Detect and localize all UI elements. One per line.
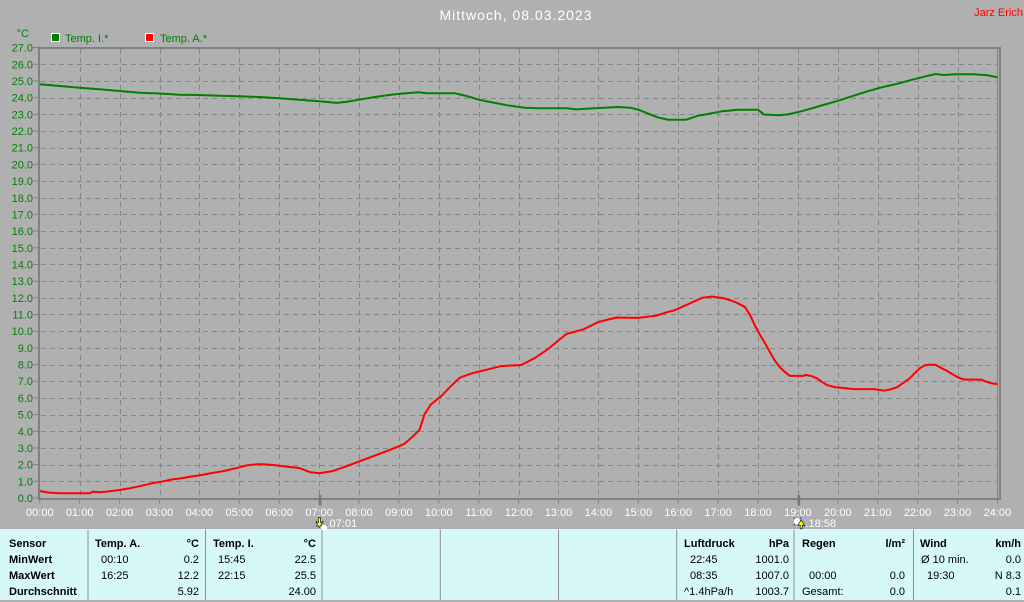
svg-text:19:30: 19:30 bbox=[927, 570, 955, 582]
svg-text:Temp. I.*: Temp. I.* bbox=[65, 33, 109, 45]
svg-text:25.5: 25.5 bbox=[295, 570, 316, 582]
svg-text:15.0: 15.0 bbox=[12, 243, 33, 255]
svg-text:01:00: 01:00 bbox=[66, 507, 94, 519]
svg-text:08:35: 08:35 bbox=[690, 570, 718, 582]
svg-text:12:00: 12:00 bbox=[505, 507, 533, 519]
svg-text:Durchschnitt: Durchschnitt bbox=[9, 586, 77, 598]
svg-text:°C: °C bbox=[17, 28, 29, 40]
svg-text:09:00: 09:00 bbox=[385, 507, 413, 519]
svg-text:4.0: 4.0 bbox=[18, 426, 33, 438]
svg-text:15:45: 15:45 bbox=[218, 554, 246, 566]
svg-text:Mittwoch, 08.03.2023: Mittwoch, 08.03.2023 bbox=[439, 7, 592, 23]
svg-text:02:00: 02:00 bbox=[106, 507, 134, 519]
svg-text:1007.0: 1007.0 bbox=[755, 570, 789, 582]
svg-text:17:00: 17:00 bbox=[704, 507, 732, 519]
svg-text:2.0: 2.0 bbox=[18, 460, 33, 472]
svg-text:00:10: 00:10 bbox=[101, 554, 129, 566]
svg-text:25.0: 25.0 bbox=[12, 76, 33, 88]
svg-text:0.0: 0.0 bbox=[18, 493, 33, 505]
svg-text:l/m²: l/m² bbox=[885, 538, 905, 550]
svg-text:24.00: 24.00 bbox=[288, 586, 316, 598]
svg-text:Luftdruck: Luftdruck bbox=[684, 538, 736, 550]
svg-text:18:00: 18:00 bbox=[744, 507, 772, 519]
svg-text:21.0: 21.0 bbox=[12, 143, 33, 155]
svg-text:Jarz Erich: Jarz Erich bbox=[974, 7, 1023, 19]
svg-text:1001.0: 1001.0 bbox=[755, 554, 789, 566]
svg-text:19.0: 19.0 bbox=[12, 176, 33, 188]
svg-text:13.0: 13.0 bbox=[12, 276, 33, 288]
svg-text:15:00: 15:00 bbox=[625, 507, 653, 519]
svg-text:03:00: 03:00 bbox=[146, 507, 174, 519]
svg-text:9.0: 9.0 bbox=[18, 343, 33, 355]
svg-text:17.0: 17.0 bbox=[12, 209, 33, 221]
svg-text:16:25: 16:25 bbox=[101, 570, 129, 582]
svg-text:Regen: Regen bbox=[802, 538, 836, 550]
svg-text:°C: °C bbox=[304, 538, 316, 550]
svg-text:7.0: 7.0 bbox=[18, 376, 33, 388]
svg-text:N 8.3: N 8.3 bbox=[995, 570, 1021, 582]
svg-text:1.0: 1.0 bbox=[18, 476, 33, 488]
svg-text:05:00: 05:00 bbox=[226, 507, 254, 519]
svg-text:.18:58: .18:58 bbox=[806, 518, 837, 530]
svg-text:22:15: 22:15 bbox=[218, 570, 246, 582]
svg-text:Temp. A.: Temp. A. bbox=[95, 538, 140, 550]
svg-text:.07:01: .07:01 bbox=[327, 518, 358, 530]
svg-text:6.0: 6.0 bbox=[18, 393, 33, 405]
svg-text:22.5: 22.5 bbox=[295, 554, 316, 566]
svg-text:1003.7: 1003.7 bbox=[755, 586, 789, 598]
svg-text:Temp. I.: Temp. I. bbox=[213, 538, 254, 550]
svg-text:MaxWert: MaxWert bbox=[9, 570, 55, 582]
svg-text:24.0: 24.0 bbox=[12, 93, 33, 105]
svg-text:5.92: 5.92 bbox=[178, 586, 199, 598]
svg-text:10.0: 10.0 bbox=[12, 326, 33, 338]
svg-text:20.0: 20.0 bbox=[12, 159, 33, 171]
svg-text:8.0: 8.0 bbox=[18, 360, 33, 372]
svg-text:26.0: 26.0 bbox=[12, 59, 33, 71]
svg-text:19:00: 19:00 bbox=[784, 507, 812, 519]
svg-text:°C: °C bbox=[187, 538, 199, 550]
svg-text:22:45: 22:45 bbox=[690, 554, 718, 566]
svg-text:22.0: 22.0 bbox=[12, 126, 33, 138]
svg-text:Temp. A.*: Temp. A.* bbox=[160, 33, 208, 45]
svg-text:13:00: 13:00 bbox=[545, 507, 573, 519]
svg-text:23.0: 23.0 bbox=[12, 109, 33, 121]
svg-text:14:00: 14:00 bbox=[585, 507, 613, 519]
svg-text:04:00: 04:00 bbox=[186, 507, 214, 519]
svg-text:08:00: 08:00 bbox=[345, 507, 373, 519]
svg-text:22:00: 22:00 bbox=[904, 507, 932, 519]
svg-text:3.0: 3.0 bbox=[18, 443, 33, 455]
svg-text:Ø 10 min.: Ø 10 min. bbox=[921, 554, 969, 566]
svg-text:0.2: 0.2 bbox=[184, 554, 199, 566]
svg-text:07:00: 07:00 bbox=[305, 507, 333, 519]
svg-text:^1.4hPa/h: ^1.4hPa/h bbox=[684, 586, 733, 598]
svg-text:MinWert: MinWert bbox=[9, 554, 53, 566]
svg-text:18.0: 18.0 bbox=[12, 193, 33, 205]
svg-text:5.0: 5.0 bbox=[18, 410, 33, 422]
svg-text:0.0: 0.0 bbox=[890, 586, 905, 598]
svg-text:00:00: 00:00 bbox=[26, 507, 54, 519]
svg-text:24:00: 24:00 bbox=[984, 507, 1012, 519]
svg-text:12.2: 12.2 bbox=[178, 570, 199, 582]
svg-text:23:00: 23:00 bbox=[944, 507, 972, 519]
svg-text:Wind: Wind bbox=[920, 538, 947, 550]
svg-text:Sensor: Sensor bbox=[9, 538, 47, 550]
svg-text:16.0: 16.0 bbox=[12, 226, 33, 238]
svg-text:0.1: 0.1 bbox=[1006, 586, 1021, 598]
svg-text:11:00: 11:00 bbox=[465, 507, 492, 519]
svg-text:21:00: 21:00 bbox=[864, 507, 892, 519]
svg-text:10:00: 10:00 bbox=[425, 507, 453, 519]
svg-text:14.0: 14.0 bbox=[12, 260, 33, 272]
svg-text:20:00: 20:00 bbox=[824, 507, 852, 519]
svg-text:27.0: 27.0 bbox=[12, 43, 33, 55]
svg-text:00:00: 00:00 bbox=[809, 570, 837, 582]
svg-text:km/h: km/h bbox=[995, 538, 1021, 550]
svg-text:Gesamt:: Gesamt: bbox=[802, 586, 844, 598]
svg-text:11.0: 11.0 bbox=[12, 310, 33, 322]
svg-text:06:00: 06:00 bbox=[265, 507, 293, 519]
svg-text:12.0: 12.0 bbox=[12, 293, 33, 305]
svg-text:0.0: 0.0 bbox=[890, 570, 905, 582]
svg-text:0.0: 0.0 bbox=[1006, 554, 1021, 566]
svg-text:16:00: 16:00 bbox=[664, 507, 692, 519]
svg-text:hPa: hPa bbox=[769, 538, 790, 550]
